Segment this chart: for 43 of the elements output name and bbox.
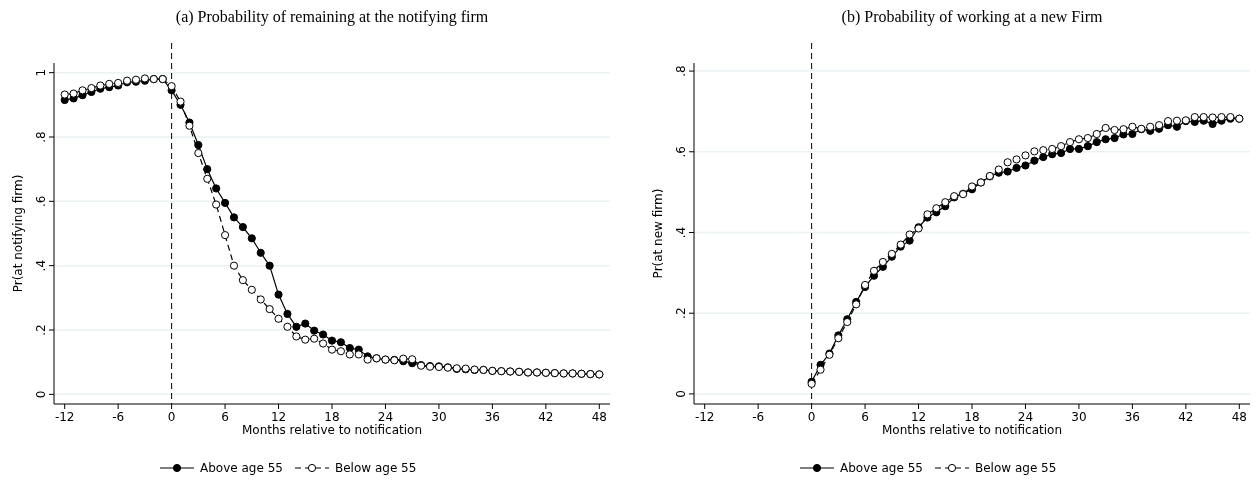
x-tick-label: 36 [1124, 410, 1141, 424]
legend-label: Below age 55 [335, 461, 417, 475]
x-tick-label: 24 [377, 410, 394, 424]
x-tick-label: 0 [167, 410, 176, 424]
x-tick-label: -12 [54, 410, 75, 424]
x-tick-label: 48 [591, 410, 607, 424]
y-tick-label: .4 [674, 226, 688, 239]
x-tick-label: -6 [112, 410, 125, 424]
legend-label: Above age 55 [840, 461, 923, 475]
x-tick-label: 30 [1071, 410, 1087, 424]
x-tick-label: -6 [752, 410, 765, 424]
y-tick-label: .2 [674, 307, 688, 319]
x-tick-label: -12 [694, 410, 715, 424]
y-tick-label: .2 [34, 324, 48, 336]
legend-label: Above age 55 [200, 461, 283, 475]
y-tick-label: 0 [674, 390, 688, 398]
y-tick-label: .6 [674, 146, 688, 158]
x-axis-title: Months relative to notification [881, 423, 1063, 437]
y-tick-label: 0 [34, 390, 48, 399]
y-axis-title: Pr(at new firm) [651, 188, 665, 279]
x-tick-label: 12 [270, 410, 287, 424]
y-tick-label: .6 [34, 195, 48, 208]
chart-title: (a) Probability of remaining at the notifying firm [175, 8, 489, 26]
x-tick-label: 0 [807, 410, 816, 424]
y-tick-label: .8 [674, 65, 688, 77]
y-tick-label: .8 [34, 131, 48, 143]
x-axis-title: Months relative to notification [241, 423, 423, 437]
x-tick-label: 36 [484, 410, 501, 424]
x-tick-label: 6 [221, 410, 229, 424]
x-tick-label: 12 [910, 410, 927, 424]
legend-label: Below age 55 [975, 461, 1057, 475]
x-tick-label: 42 [1178, 410, 1194, 424]
y-tick-label: .4 [34, 259, 48, 272]
x-tick-label: 6 [861, 410, 869, 424]
x-tick-label: 48 [1231, 410, 1247, 424]
chart-title: (b) Probability of working at a new Firm [841, 8, 1103, 26]
x-tick-label: 24 [1017, 410, 1034, 424]
x-tick-label: 18 [964, 410, 980, 424]
x-tick-label: 42 [538, 410, 554, 424]
x-tick-label: 18 [324, 410, 340, 424]
y-tick-label: 1 [34, 68, 48, 77]
x-tick-label: 30 [431, 410, 447, 424]
y-axis-title: Pr(at notifying firm) [11, 174, 25, 293]
